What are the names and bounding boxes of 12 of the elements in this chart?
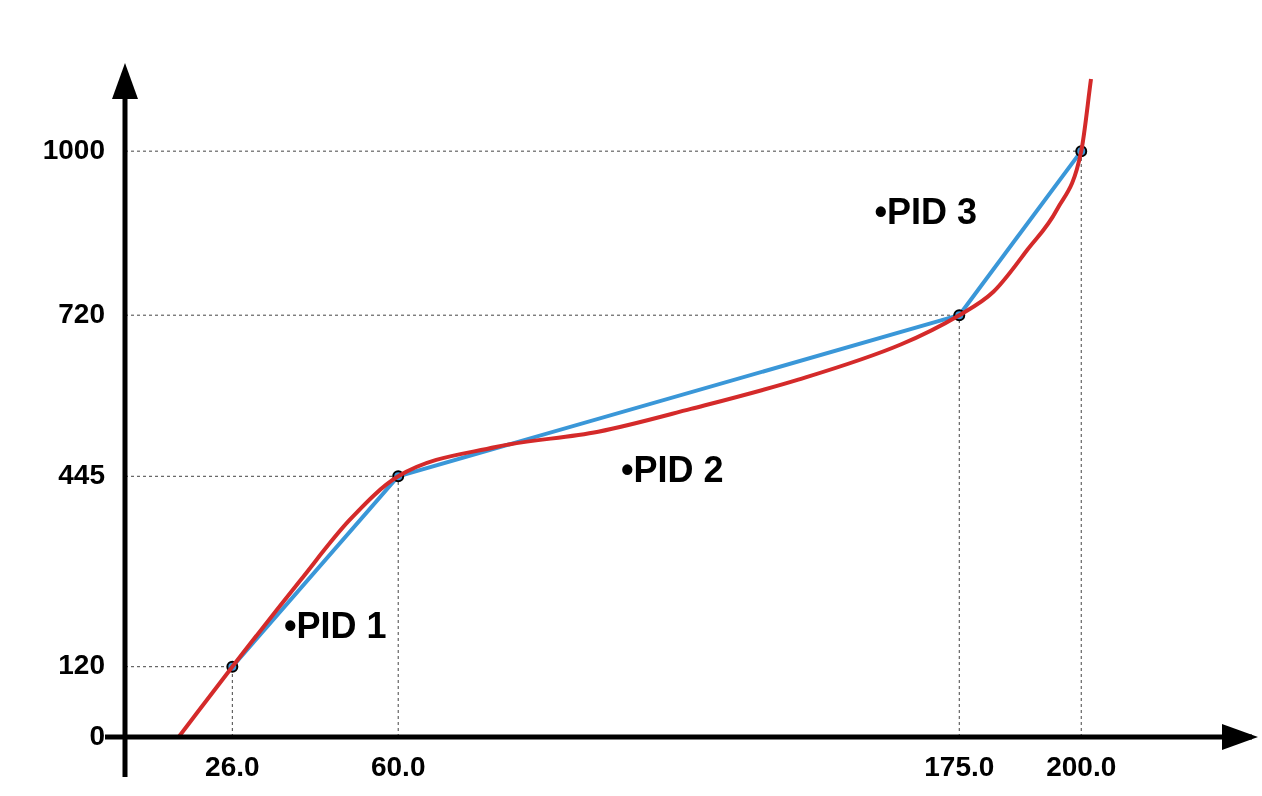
y-tick-label: 120: [58, 649, 105, 681]
y-tick-label: 1000: [42, 133, 105, 165]
x-tick-label: 26.0: [205, 750, 260, 782]
annotation: •PID 1: [283, 604, 387, 646]
annotation: •PID 3: [874, 190, 978, 232]
y-tick-label: 720: [58, 297, 105, 329]
x-tick-label: 175.0: [924, 750, 995, 782]
y-tick-label: 445: [58, 459, 105, 491]
x-tick-label: 60.0: [370, 750, 426, 782]
y-tick-label: 0: [89, 719, 105, 751]
annotation: •PID 2: [620, 449, 724, 491]
x-tick-label: 200.0: [1046, 750, 1117, 782]
